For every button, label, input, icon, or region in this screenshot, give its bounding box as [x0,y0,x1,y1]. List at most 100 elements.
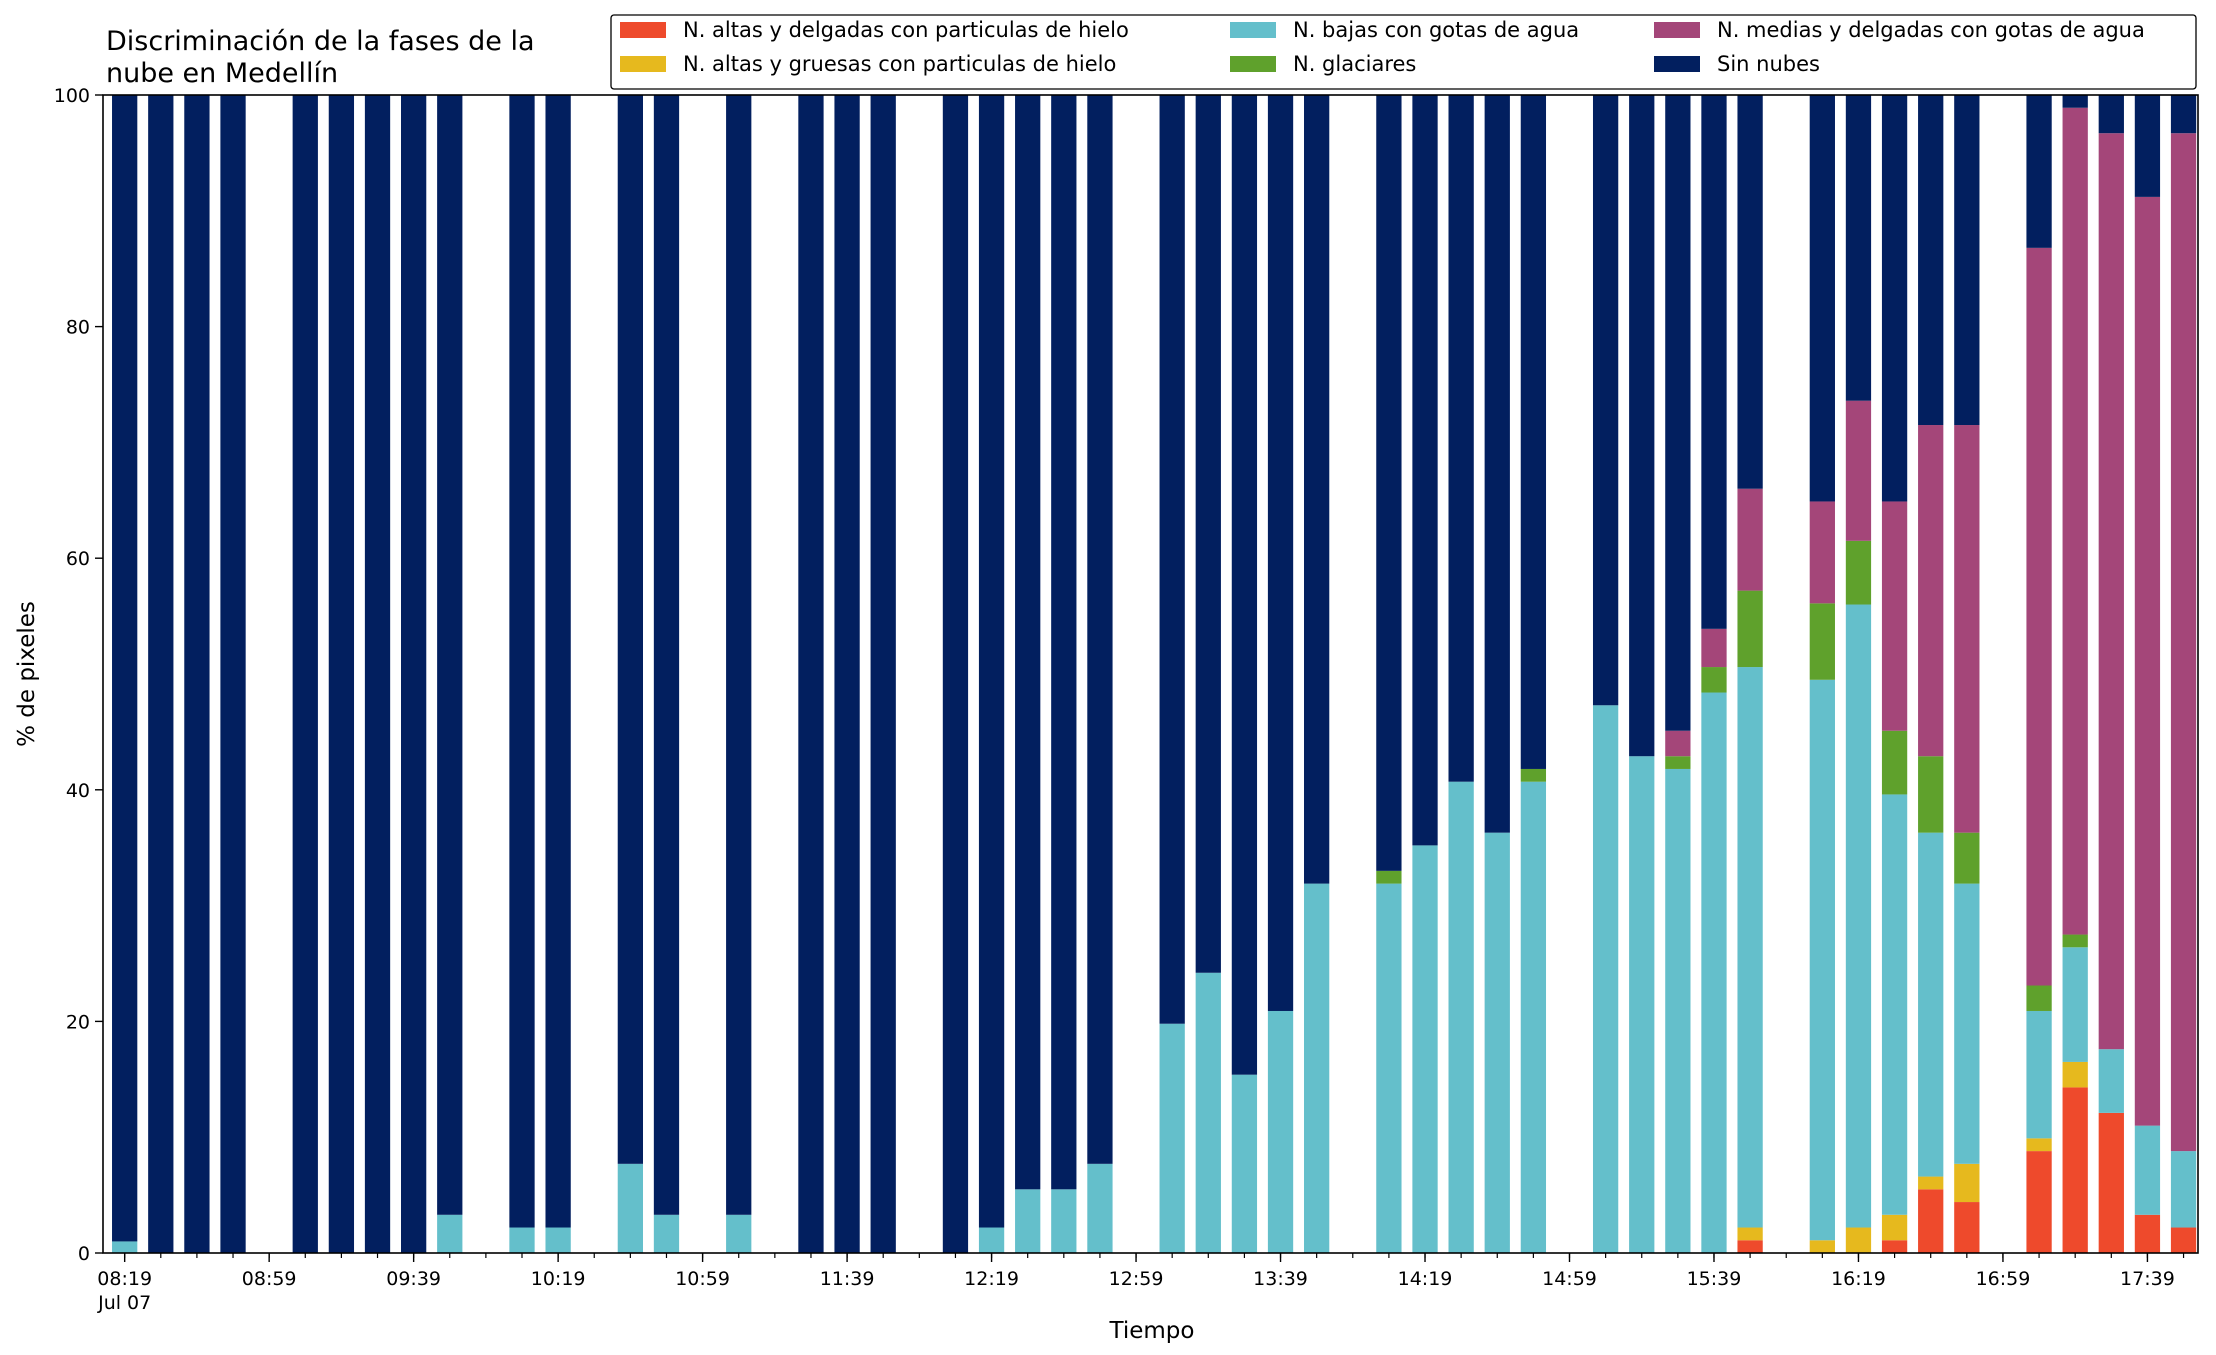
bar-segment-sin_nubes-24 [1231,95,1258,1075]
bar-segment-sin_nubes-10 [545,95,571,1228]
x-tick-label: 10:19 [531,1268,586,1290]
bar-segment-sin_nubes-23 [1195,95,1221,973]
bar-segment-altas_gruesas-40 [1918,1176,1944,1190]
x-tick-label: 11:39 [820,1268,875,1290]
bar-segment-medias-37 [1809,501,1835,604]
bar-segment-glaciares-42 [2026,985,2052,1011]
bar-segment-bajas-45 [2134,1125,2161,1215]
bar-segment-sin_nubes-8 [437,95,463,1215]
x-tick-label: 12:19 [964,1268,1019,1290]
legend-swatch-medias [1654,22,1700,38]
bar-segment-sin_nubes-39 [1881,95,1908,502]
bar-segment-bajas-37 [1809,679,1835,1241]
bar-segment-sin_nubes-15 [834,95,860,1253]
legend-label-medias: N. medias y delgadas con gotas de agua [1717,18,2145,42]
bar-segment-sin_nubes-22 [1159,95,1185,1024]
x-axis-label: Tiempo [1109,1318,1195,1344]
bar-segment-bajas-27 [1376,883,1402,1253]
legend-label-bajas: N. bajas con gotas de agua [1293,18,1579,42]
bar-segment-altas_delgadas-39 [1881,1240,1908,1253]
bar-segment-glaciares-27 [1376,870,1402,884]
bar-segment-altas_delgadas-44 [2098,1112,2124,1253]
bar-segment-sin_nubes-2 [184,95,210,1253]
bar-segment-bajas-29 [1448,781,1474,1253]
bar-segment-sin_nubes-9 [509,95,535,1228]
legend-label-sin_nubes: Sin nubes [1717,52,1820,76]
bar-segment-medias-34 [1665,730,1691,757]
bar-segment-sin_nubes-16 [870,95,896,1253]
bar-segment-sin_nubes-30 [1484,95,1510,833]
y-tick-label: 0 [78,1243,90,1265]
bar-segment-bajas-28 [1412,845,1438,1253]
bar-segment-sin_nubes-43 [2062,95,2088,108]
bar-segment-altas_delgadas-42 [2026,1151,2052,1253]
legend-swatch-sin_nubes [1654,56,1700,72]
bar-segment-sin_nubes-5 [328,95,355,1253]
legend: N. altas y delgadas con particulas de hi… [610,14,2197,90]
y-axis-label: % de pixeles [14,601,40,747]
bar-segment-bajas-19 [1015,1189,1041,1253]
bar-segment-bajas-44 [2098,1049,2124,1113]
x-tick-label: 12:59 [1109,1268,1164,1290]
bar-segment-medias-40 [1918,425,1944,757]
bar-segment-sin_nubes-26 [1304,95,1330,884]
y-tick-label: 100 [54,85,90,107]
bar-segment-bajas-43 [2062,947,2088,1062]
bar-segment-sin_nubes-3 [220,95,246,1253]
bar-segment-bajas-34 [1665,768,1691,1253]
bar-segment-glaciares-38 [1845,540,1872,605]
bar-segment-bajas-31 [1520,781,1547,1253]
bar-segment-altas_gruesas-37 [1809,1240,1835,1253]
bars-layer [112,95,2197,1253]
bar-segment-medias-44 [2098,133,2124,1050]
bar-segment-sin_nubes-40 [1918,95,1944,426]
plot-frame [102,94,2199,1254]
bar-segment-altas_gruesas-43 [2062,1061,2088,1088]
bar-segment-bajas-25 [1267,1010,1294,1253]
bar-segment-glaciares-35 [1701,667,1727,693]
x-tick-label: 10:59 [675,1268,730,1290]
bar-segment-bajas-13 [726,1214,752,1253]
bar-segment-sin_nubes-32 [1592,95,1619,706]
x-tick-sublabel: Jul 07 [97,1292,151,1314]
bar-segment-sin_nubes-27 [1376,95,1402,871]
bar-segment-sin_nubes-0 [112,95,138,1242]
bar-segment-altas_gruesas-39 [1881,1214,1908,1241]
bar-segment-sin_nubes-21 [1087,95,1113,1164]
bar-segment-medias-35 [1701,628,1727,668]
y-tick-label: 60 [66,548,90,570]
x-tick-label: 13:39 [1253,1268,1308,1290]
legend-swatch-glaciares [1230,56,1276,72]
legend-label-glaciares: N. glaciares [1293,52,1416,76]
bar-segment-sin_nubes-33 [1629,95,1655,757]
bar-segment-altas_gruesas-42 [2026,1138,2052,1152]
bar-segment-sin_nubes-42 [2026,95,2052,248]
x-tick-label: 15:39 [1687,1268,1742,1290]
x-tick-label: 09:39 [386,1268,441,1290]
bar-segment-bajas-35 [1701,692,1727,1253]
bar-segment-altas_gruesas-36 [1737,1227,1763,1241]
bar-segment-sin_nubes-20 [1051,95,1077,1190]
bar-segment-sin_nubes-14 [798,95,824,1253]
bar-segment-glaciares-34 [1665,756,1691,769]
legend-swatch-altas_gruesas [620,56,666,72]
bar-segment-glaciares-31 [1520,768,1547,782]
bar-segment-bajas-40 [1918,832,1944,1177]
bar-segment-bajas-0 [112,1241,138,1253]
bar-segment-glaciares-41 [1954,832,1980,884]
bar-segment-bajas-30 [1484,832,1510,1253]
bar-segment-sin_nubes-29 [1448,95,1474,782]
bar-segment-medias-39 [1881,501,1908,731]
bar-segment-sin_nubes-34 [1665,95,1691,731]
bar-segment-sin_nubes-25 [1267,95,1294,1011]
bar-segment-glaciares-36 [1737,590,1763,668]
bar-segment-bajas-18 [978,1227,1005,1253]
bar-segment-bajas-46 [2170,1151,2197,1228]
bar-segment-altas_delgadas-46 [2170,1227,2197,1253]
chart-title-line-2: nube en Medellín [106,58,338,89]
bar-segment-glaciares-43 [2062,934,2088,948]
bar-segment-sin_nubes-4 [292,95,318,1253]
bar-segment-sin_nubes-18 [978,95,1005,1228]
